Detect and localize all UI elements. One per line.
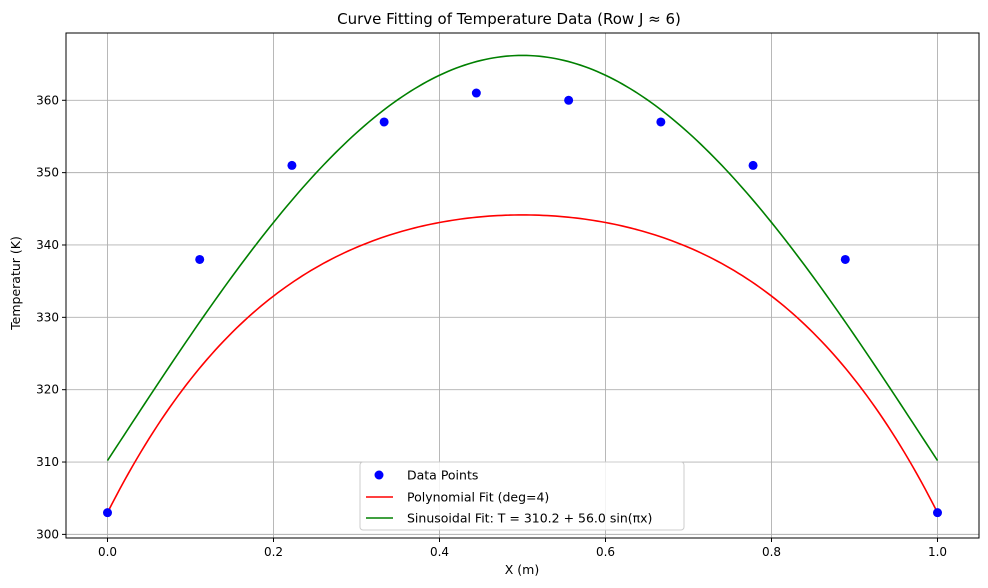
axis-ticks: 0.0 0.2 0.4 0.6 0.8 1.0 300 310 320 330 340 350 360 — [36, 93, 947, 559]
legend-label: Data Points — [407, 468, 478, 483]
polynomial-fit-line — [106, 214, 939, 514]
data-point — [471, 88, 481, 98]
x-axis-label: X (m) — [505, 562, 539, 577]
x-tick-label: 0.4 — [430, 545, 449, 559]
data-point — [287, 160, 297, 170]
sinusoidal-fit-line — [106, 54, 939, 462]
data-point — [656, 117, 666, 127]
chart-title: Curve Fitting of Temperature Data (Row J… — [337, 10, 681, 28]
data-point — [933, 508, 942, 518]
y-tick-label: 300 — [36, 527, 59, 541]
y-tick-label: 350 — [36, 166, 59, 180]
legend-marker-data-points — [374, 470, 384, 480]
y-tick-label: 360 — [36, 93, 59, 107]
x-tick-label: 0.8 — [762, 545, 781, 559]
data-point — [564, 95, 574, 105]
legend-box — [359, 461, 685, 531]
data-point — [840, 254, 850, 264]
data-point — [379, 117, 389, 127]
plot-series — [103, 54, 942, 518]
x-tick-label: 1.0 — [928, 545, 947, 559]
y-axis-label: Temperatur (K) — [8, 236, 23, 331]
x-tick-label: 0.2 — [264, 545, 283, 559]
data-point — [748, 160, 758, 170]
data-point — [103, 508, 112, 518]
x-tick-label: 0.6 — [596, 545, 615, 559]
legend-label: Sinusoidal Fit: T = 310.2 + 56.0 sin(πx) — [407, 511, 652, 526]
x-tick-label: 0.0 — [98, 545, 117, 559]
legend: Data Points Polynomial Fit (deg=4) Sinusoi… — [359, 461, 685, 531]
axes-frame — [65, 32, 980, 539]
grid — [66, 33, 979, 538]
y-tick-label: 320 — [36, 383, 59, 397]
y-tick-label: 330 — [36, 310, 59, 324]
data-point — [195, 254, 205, 264]
y-tick-label: 340 — [36, 238, 59, 252]
y-tick-label: 310 — [36, 455, 59, 469]
legend-label: Polynomial Fit (deg=4) — [407, 490, 549, 505]
